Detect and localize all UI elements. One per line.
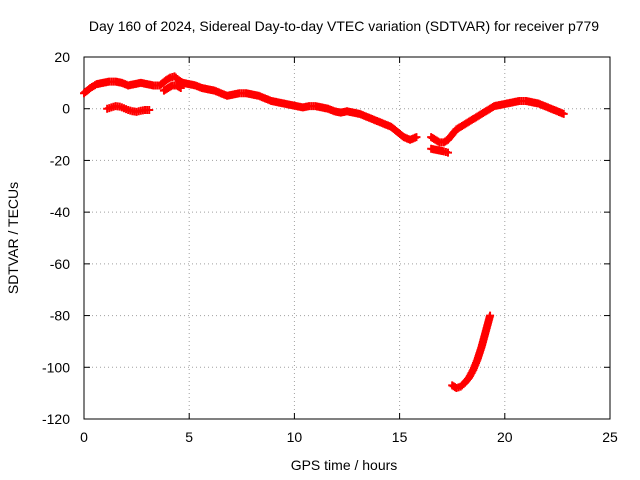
data-point (443, 148, 452, 157)
series (448, 311, 495, 392)
y-tick-label: 0 (62, 101, 70, 117)
y-tick-label: -120 (42, 411, 70, 427)
y-tick-label: -40 (50, 204, 70, 220)
data-point (176, 84, 185, 93)
chart-title: Day 160 of 2024, Sidereal Day-to-day VTE… (89, 18, 599, 34)
x-tick-label: 15 (392, 429, 408, 445)
x-tick-label: 10 (287, 429, 303, 445)
y-tick-label: -20 (50, 152, 70, 168)
axis-ticks (83, 56, 611, 420)
x-tick-label: 25 (602, 429, 618, 445)
y-tick-label: -60 (50, 256, 70, 272)
data-point (412, 133, 421, 142)
x-tick-label: 5 (185, 429, 193, 445)
y-tick-label: -80 (50, 308, 70, 324)
y-tick-labels: 20 0 -20 -40 -60 -80 -100 -120 (42, 49, 70, 427)
y-tick-label: -100 (42, 359, 70, 375)
series (80, 72, 421, 144)
series (103, 102, 154, 116)
data-point (145, 106, 154, 115)
x-tick-label: 0 (80, 429, 88, 445)
data-point (486, 311, 495, 320)
grid-lines (84, 57, 610, 419)
y-axis-label: SDTVAR / TECUs (5, 182, 21, 294)
x-tick-label: 20 (497, 429, 513, 445)
plot-frame (83, 56, 611, 420)
series (427, 96, 568, 147)
x-axis-label: GPS time / hours (291, 457, 398, 473)
y-tick-label: 20 (54, 49, 70, 65)
x-tick-labels: 0 5 10 15 20 25 (80, 429, 618, 445)
series (427, 144, 452, 157)
data-point (559, 109, 568, 118)
data-points (80, 72, 568, 392)
series (159, 81, 185, 95)
